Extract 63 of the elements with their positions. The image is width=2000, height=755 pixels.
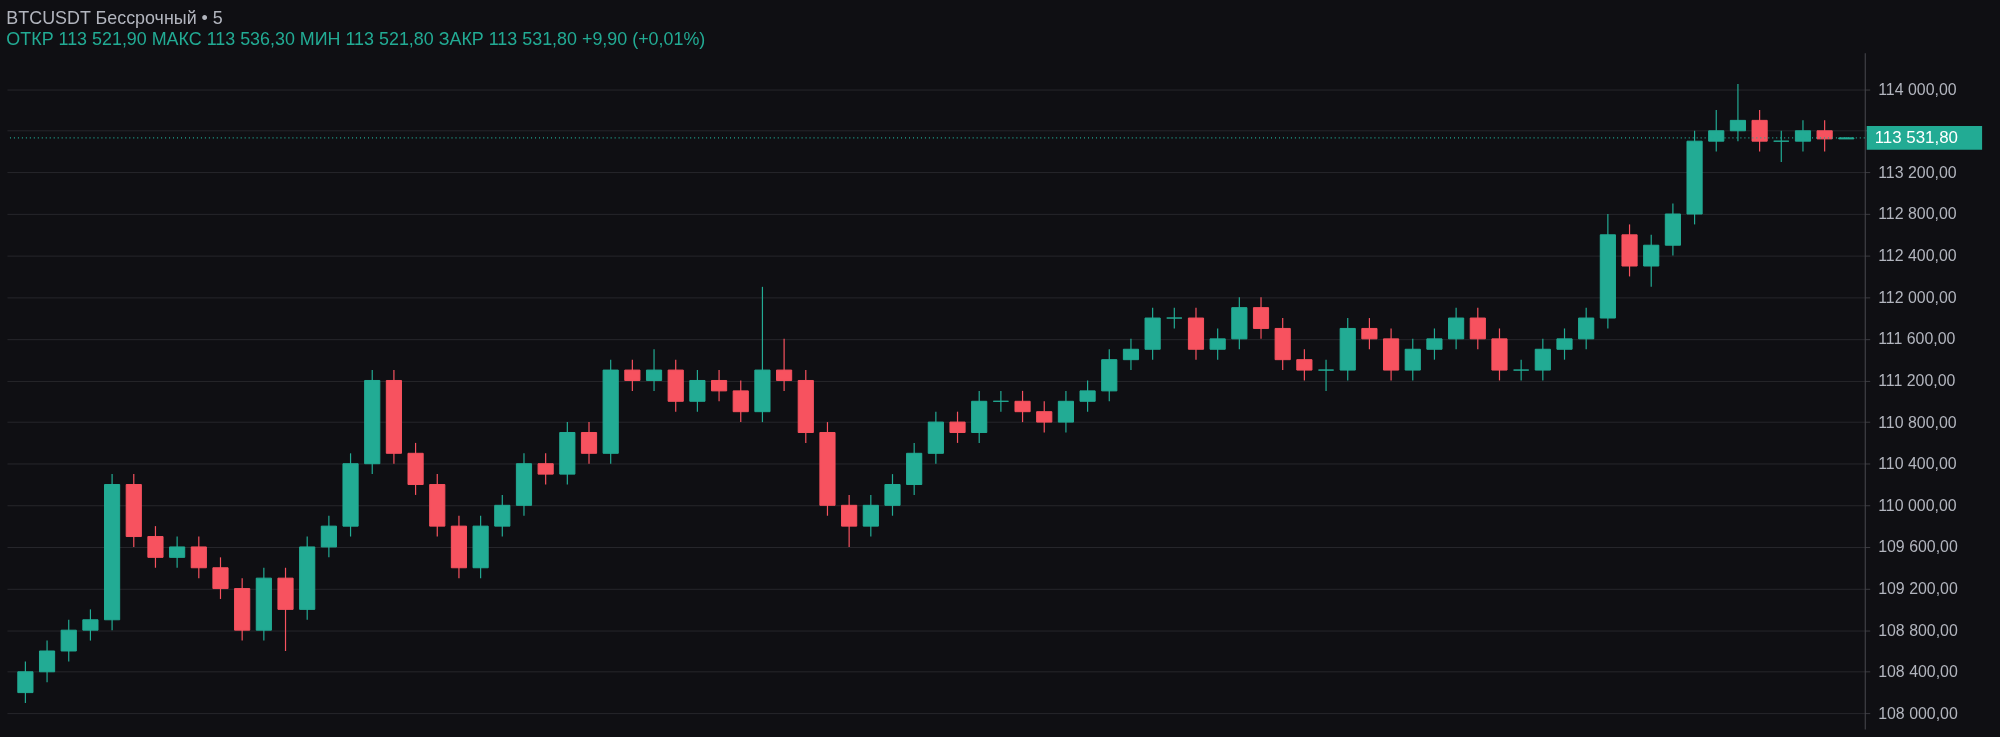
candlestick [1036, 400, 1053, 434]
candlestick [1209, 327, 1226, 361]
y-tick-label: 109 600,00 [1878, 538, 1958, 556]
candlestick [1816, 119, 1833, 153]
candlestick [1448, 307, 1465, 350]
y-tick-label: 112 000,00 [1878, 288, 1957, 306]
candlestick [1751, 109, 1768, 153]
y-tick-label: 111 600,00 [1878, 330, 1956, 348]
candlestick [169, 535, 186, 569]
y-tick-label: 110 400,00 [1878, 455, 1957, 473]
y-tick-label: 112 400,00 [1878, 247, 1957, 265]
candlestick [624, 359, 641, 392]
candlestick [884, 473, 901, 517]
candlestick [689, 369, 706, 413]
candlestick [1361, 317, 1378, 350]
candlestick [1404, 338, 1421, 382]
y-tick-label: 108 000,00 [1878, 704, 1958, 722]
candlestick [710, 369, 728, 402]
candlestick [645, 348, 663, 392]
candlestick [1079, 379, 1096, 413]
y-tick-label: 110 000,00 [1878, 496, 1957, 514]
candlestick [1426, 327, 1443, 361]
y-tick-label: 108 800,00 [1878, 621, 1958, 639]
candlestick [1057, 390, 1075, 434]
candlestick [1317, 359, 1335, 392]
candlestick [1166, 307, 1183, 330]
y-tick-label: 108 400,00 [1878, 663, 1958, 681]
chart-subtitle: ОТКР 113 521,90 МАКС 113 536,30 МИН 113 521,80 ЗАКР 113 531,80 +9,90 (+0,01%) [6, 28, 706, 49]
candlestick [1014, 390, 1031, 423]
chart-title: BTCUSDT Бессрочный • 5 [6, 7, 223, 28]
candlestick [1578, 307, 1595, 350]
candlestick [1643, 234, 1660, 288]
candlestick [320, 515, 337, 558]
candlestick [1556, 327, 1573, 361]
candlestick [1513, 359, 1530, 382]
candlestick [862, 494, 879, 538]
candlestick [580, 421, 598, 465]
candlestick [1469, 307, 1486, 350]
candlestick [537, 452, 554, 486]
candlestick [17, 660, 34, 704]
candlestick [190, 535, 207, 579]
candlestick [776, 338, 793, 392]
y-tick-label: 112 800,00 [1878, 205, 1957, 223]
candlestick [1122, 338, 1140, 371]
y-tick-label: 109 200,00 [1878, 580, 1958, 598]
candlestick [38, 639, 56, 683]
candlestick [949, 411, 966, 444]
y-tick-label: 113 200,00 [1878, 163, 1957, 181]
candlestick [82, 608, 99, 642]
candlestick [212, 556, 229, 600]
candlestick [1252, 296, 1270, 340]
candlestick [147, 525, 164, 569]
candlestick [494, 494, 511, 538]
candlestick [1296, 348, 1313, 382]
candlestick [1534, 338, 1551, 382]
candlestick [60, 619, 77, 662]
y-tick-label: 111 200,00 [1878, 371, 1956, 389]
candlestick [841, 494, 858, 548]
ref-line-label: 113 531,80 [1874, 127, 1958, 147]
y-tick-label: 114 000,00 [1878, 80, 1957, 98]
candlestick [732, 379, 749, 423]
candlestick [992, 390, 1009, 413]
y-tick-label: 110 800,00 [1878, 413, 1957, 431]
